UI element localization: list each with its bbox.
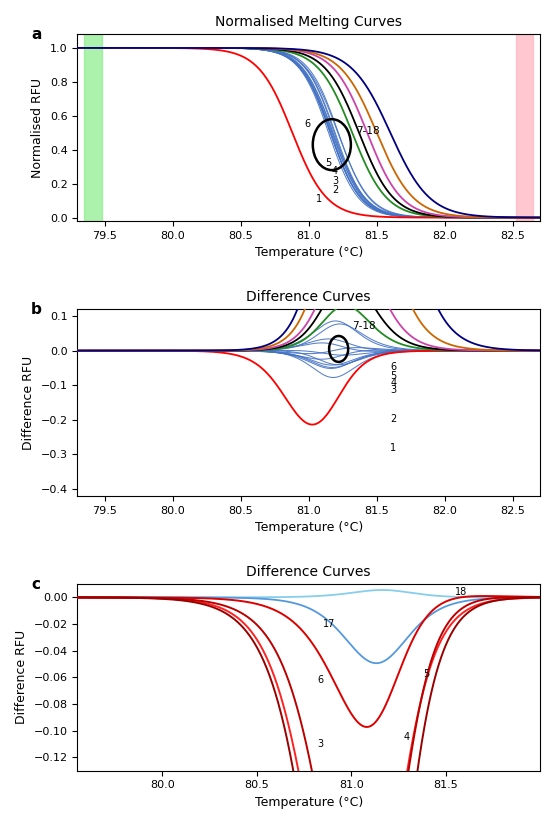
Text: 4: 4	[390, 378, 396, 388]
Text: 4: 4	[404, 732, 410, 742]
Text: 4: 4	[332, 166, 338, 176]
Title: Difference Curves: Difference Curves	[246, 290, 371, 304]
Text: 2: 2	[332, 185, 338, 195]
Text: 2: 2	[390, 414, 397, 424]
X-axis label: Temperature (°C): Temperature (°C)	[255, 521, 363, 534]
Text: a: a	[31, 27, 42, 42]
Y-axis label: Difference RFU: Difference RFU	[15, 630, 28, 724]
Text: 5: 5	[390, 371, 397, 381]
Text: 3: 3	[332, 176, 338, 185]
Text: c: c	[31, 577, 40, 592]
Text: 6: 6	[390, 363, 396, 372]
Y-axis label: Normalised RFU: Normalised RFU	[32, 77, 44, 178]
Bar	[84, 35, 102, 221]
Text: 1: 1	[315, 194, 322, 204]
Title: Normalised Melting Curves: Normalised Melting Curves	[215, 15, 402, 29]
X-axis label: Temperature (°C): Temperature (°C)	[255, 246, 363, 260]
Text: 6: 6	[305, 119, 311, 129]
Title: Difference Curves: Difference Curves	[246, 564, 371, 578]
Text: 3: 3	[390, 385, 396, 396]
X-axis label: Temperature (°C): Temperature (°C)	[255, 796, 363, 809]
Text: 5: 5	[325, 158, 331, 168]
Text: 6: 6	[317, 675, 324, 685]
Bar	[516, 35, 533, 221]
Text: 1: 1	[390, 443, 396, 453]
Text: 18: 18	[455, 587, 467, 597]
Text: 5: 5	[423, 669, 429, 679]
Text: b: b	[31, 302, 42, 316]
Text: 3: 3	[317, 739, 324, 749]
Text: 17: 17	[323, 619, 335, 629]
Text: 7-18: 7-18	[356, 126, 380, 137]
Y-axis label: Difference RFU: Difference RFU	[22, 355, 35, 450]
Text: 7-18: 7-18	[352, 321, 376, 331]
